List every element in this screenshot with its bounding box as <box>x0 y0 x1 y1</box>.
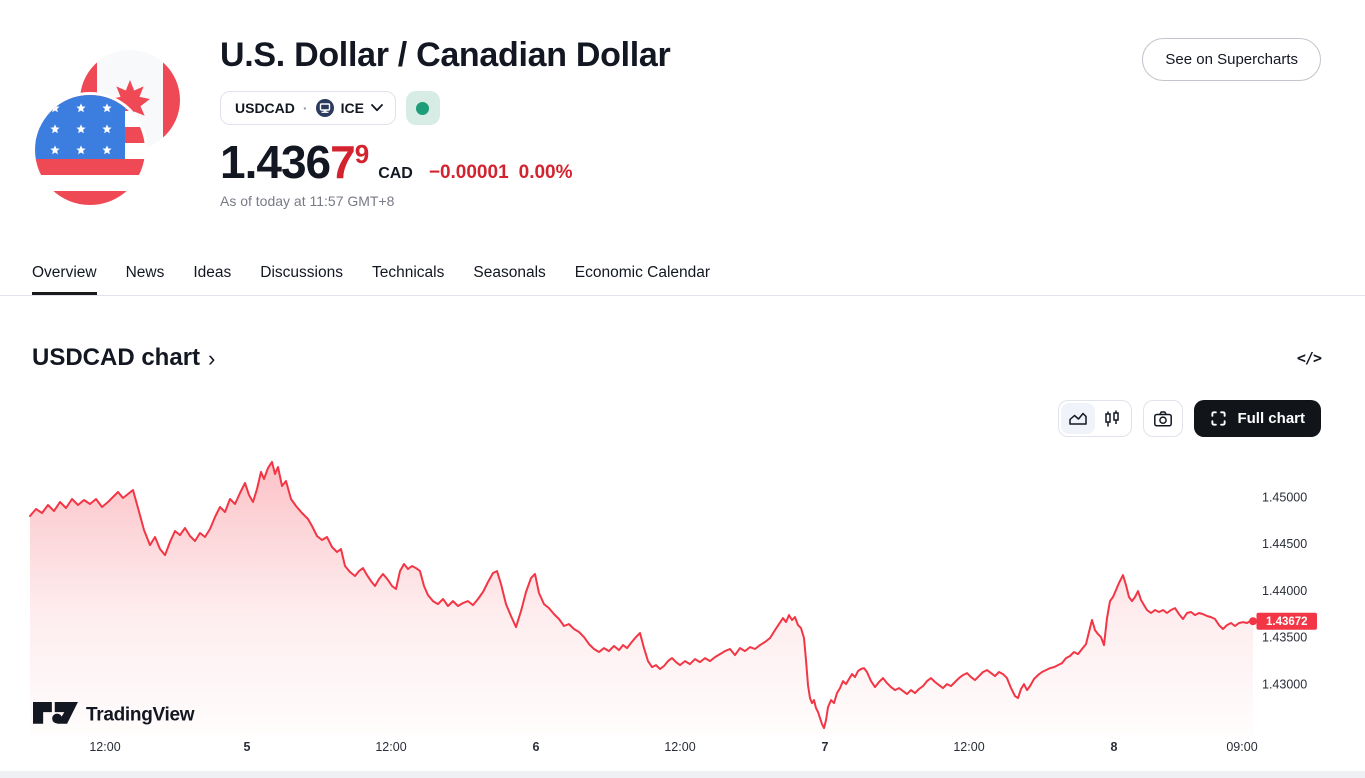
tab-technicals[interactable]: Technicals <box>372 264 445 281</box>
price-change-absolute: −0.00001 <box>428 162 509 183</box>
symbol-row: USDCAD · ICE <box>220 91 670 125</box>
section-divider <box>0 771 1365 778</box>
tradingview-attribution[interactable]: TradingView <box>33 702 195 726</box>
tab-news[interactable]: News <box>125 264 165 281</box>
tab-seasonals[interactable]: Seasonals <box>473 264 546 281</box>
price-change: −0.00001 0.00% <box>429 162 573 184</box>
y-axis-label: 1.44500 <box>1262 537 1307 551</box>
symbol-separator: · <box>302 100 308 116</box>
us-flag-icon <box>33 92 148 208</box>
last-price-badge-label: 1.43672 <box>1266 616 1308 628</box>
last-price-badge: 1.43672 <box>1256 612 1317 630</box>
candlestick-icon <box>1105 410 1120 426</box>
see-on-supercharts-button[interactable]: See on Supercharts <box>1142 38 1321 81</box>
x-axis-label: 12:00 <box>375 740 406 754</box>
snapshot-button[interactable] <box>1143 400 1184 437</box>
y-axis-label: 1.45000 <box>1262 491 1307 505</box>
page-title: U.S. Dollar / Canadian Dollar <box>220 36 671 74</box>
tab-discussions[interactable]: Discussions <box>260 264 343 281</box>
currency-pair-flags <box>33 50 180 208</box>
camera-icon <box>1154 410 1173 427</box>
area-fill <box>30 461 1253 737</box>
price-currency: CAD <box>378 165 413 182</box>
x-axis-label: 8 <box>1111 740 1118 754</box>
chart-toolbar: Full chart <box>1058 400 1321 437</box>
exchange-label: ICE <box>340 100 364 116</box>
price-axis[interactable]: 1.45000 1.44500 1.44000 1.43500 1.43000 <box>1262 491 1307 692</box>
x-axis-label: 12:00 <box>953 740 984 754</box>
full-chart-button[interactable]: Full chart <box>1194 400 1321 437</box>
symbol-ticker: USDCAD <box>235 100 295 116</box>
x-axis-label: 12:00 <box>664 740 695 754</box>
tradingview-logo-icon <box>33 702 78 724</box>
area-chart-canvas[interactable]: 1.45000 1.44500 1.44000 1.43500 1.43000 12:0… <box>0 440 1365 778</box>
embed-code-icon[interactable]: </> <box>1296 349 1322 367</box>
y-axis-label: 1.43500 <box>1262 631 1307 645</box>
price-last-digit: 7 <box>330 136 356 188</box>
area-chart-icon <box>1069 412 1088 425</box>
ice-exchange-icon <box>315 99 334 117</box>
tab-ideas[interactable]: Ideas <box>193 264 232 281</box>
market-status-badge[interactable] <box>405 91 440 125</box>
x-axis-label: 7 <box>822 740 829 754</box>
last-price: 1.43679 <box>220 139 369 185</box>
price-change-percent: 0.00% <box>518 162 573 183</box>
y-axis-label: 1.43000 <box>1262 678 1307 692</box>
x-axis-label: 12:00 <box>89 740 120 754</box>
chart-type-segmented-control <box>1058 400 1133 437</box>
chevron-down-icon <box>371 104 383 112</box>
full-chart-label: Full chart <box>1237 410 1305 427</box>
price-chart[interactable]: 1.45000 1.44500 1.44000 1.43500 1.43000 12:0… <box>0 440 1365 778</box>
tab-economic-calendar[interactable]: Economic Calendar <box>574 264 711 281</box>
chart-section-header: USDCAD chart › </> <box>32 344 1322 372</box>
tradingview-attribution-label: TradingView <box>86 705 195 726</box>
header: U.S. Dollar / Canadian Dollar USDCAD · I… <box>220 36 671 209</box>
price-superscript-digit: 9 <box>354 139 370 169</box>
y-axis-label: 1.44000 <box>1262 584 1307 598</box>
tab-bar: Overview News Ideas Discussions Technica… <box>0 258 1365 296</box>
candlestick-chart-type-button[interactable] <box>1095 403 1129 434</box>
as-of-timestamp: As of today at 11:57 GMT+8 <box>220 193 395 209</box>
x-axis-label: 6 <box>533 740 540 754</box>
last-price-badge-bg <box>1256 612 1317 630</box>
time-axis[interactable]: 12:00 5 12:00 6 12:00 7 12:00 8 09:00 <box>89 740 1257 754</box>
price-line <box>29 460 1254 730</box>
x-axis-label: 09:00 <box>1226 740 1257 754</box>
price-main-digits: 1.436 <box>220 136 331 188</box>
symbol-selector-button[interactable]: USDCAD · ICE <box>220 91 396 125</box>
fullscreen-icon <box>1211 411 1227 426</box>
plot-area[interactable] <box>29 460 1257 737</box>
market-open-dot-icon <box>416 101 430 115</box>
x-axis-label: 5 <box>244 740 251 754</box>
chevron-right-icon: › <box>208 346 216 371</box>
chart-section-title: USDCAD chart <box>32 344 201 371</box>
tab-overview[interactable]: Overview <box>32 258 97 295</box>
chart-section-title-link[interactable]: USDCAD chart › <box>32 344 215 372</box>
price-row: 1.43679 CAD −0.00001 0.00% <box>220 139 670 185</box>
last-price-dot <box>1249 617 1257 626</box>
area-chart-type-button[interactable] <box>1061 403 1096 434</box>
